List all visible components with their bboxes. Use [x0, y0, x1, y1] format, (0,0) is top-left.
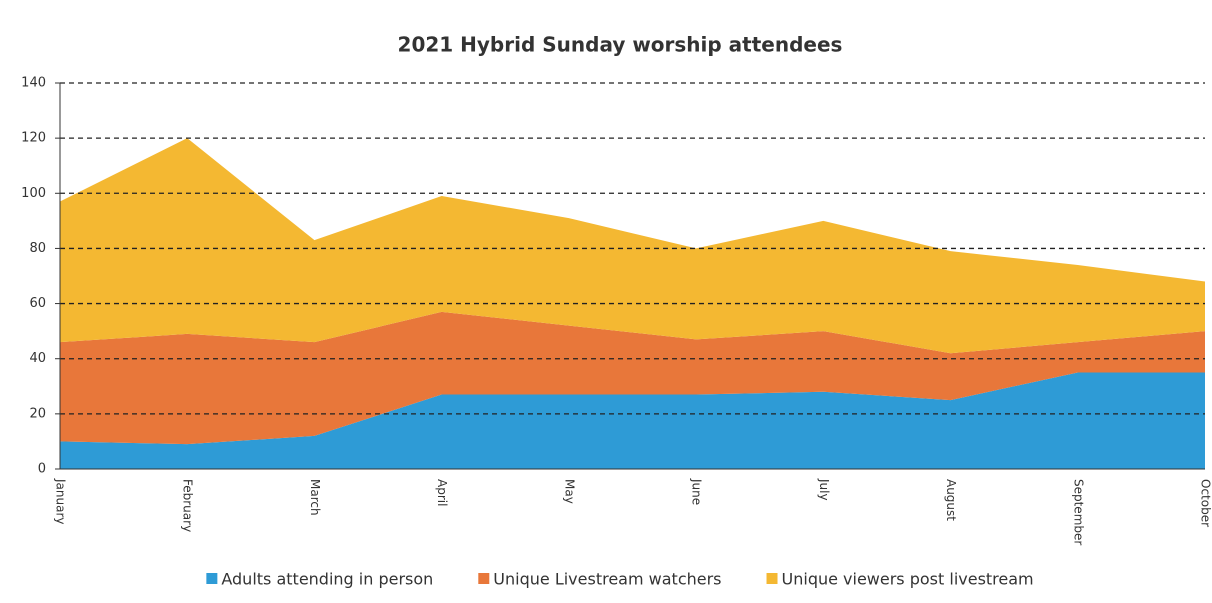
- y-tick-label: 140: [21, 76, 46, 91]
- x-tick-label: April: [435, 479, 449, 506]
- y-tick-label: 80: [29, 241, 46, 256]
- y-tick-label: 100: [21, 186, 46, 201]
- x-tick-label: October: [1199, 479, 1212, 527]
- x-tick-label: February: [181, 479, 195, 532]
- y-tick-label: 120: [21, 131, 46, 146]
- legend-swatch: [478, 573, 490, 584]
- x-tick-label: August: [944, 479, 958, 521]
- legend-label: Unique Livestream watchers: [493, 570, 721, 589]
- y-tick-label: 60: [29, 296, 46, 311]
- y-tick-label: 20: [29, 406, 46, 421]
- x-tick-label: July: [817, 478, 831, 501]
- chart-title: 2021 Hybrid Sunday worship attendees: [398, 33, 843, 57]
- area: [60, 372, 1205, 469]
- legend-label: Adults attending in person: [221, 570, 433, 589]
- x-tick-label: March: [308, 479, 322, 516]
- legend-label: Unique viewers post livestream: [782, 570, 1034, 589]
- area: [60, 138, 1205, 354]
- x-tick-label: September: [1071, 479, 1085, 545]
- legend-swatch: [766, 573, 778, 584]
- legend: Adults attending in person Unique Livestr…: [206, 570, 1034, 589]
- x-tick-label: June: [690, 478, 704, 505]
- y-tick-label: 0: [38, 462, 46, 477]
- area: [60, 311, 1205, 445]
- x-tick-label: May: [562, 479, 576, 504]
- y-tick-label: 40: [29, 351, 46, 366]
- legend-swatch: [206, 573, 218, 584]
- x-tick-label: January: [54, 478, 68, 525]
